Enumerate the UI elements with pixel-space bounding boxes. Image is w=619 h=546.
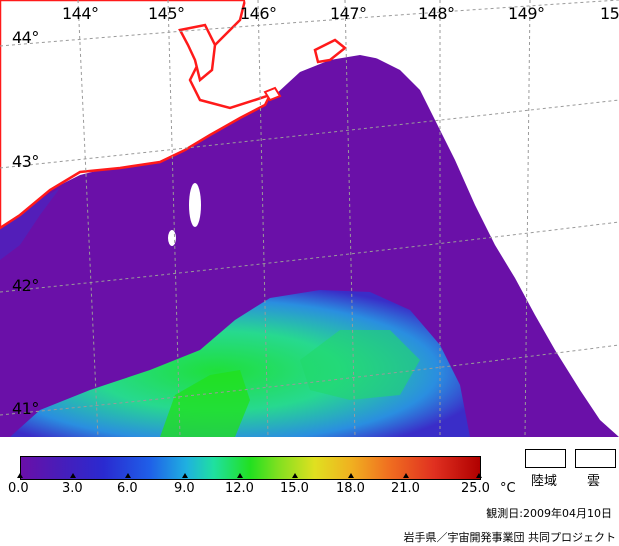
- cloud-region-east: [330, 0, 619, 437]
- tick-mark: [237, 473, 243, 478]
- land-island: [313, 38, 348, 64]
- observation-date: 観測日:2009年04月10日: [486, 507, 612, 520]
- unit-label: °C: [500, 481, 516, 496]
- tick-mark: [125, 473, 131, 478]
- tick-label-12: 12.0: [225, 481, 254, 496]
- tick-mark: [348, 473, 354, 478]
- lon-label-144: 144°: [62, 4, 99, 23]
- tick-label-3: 3.0: [62, 481, 83, 496]
- land-shiretoko: [178, 23, 217, 83]
- lon-label-148: 148°: [418, 4, 455, 23]
- tick-mark: [182, 473, 188, 478]
- tick-label-21: 21.0: [391, 481, 420, 496]
- lat-label-44: 44°: [12, 28, 39, 47]
- cloud-swatch: [575, 449, 616, 468]
- lat-label-41: 41°: [12, 399, 39, 418]
- cloud-patch: [189, 183, 201, 227]
- land-swatch: [525, 449, 566, 468]
- warm-core-east: [300, 330, 420, 400]
- tick-mark: [476, 473, 482, 478]
- map-canvas: [0, 0, 619, 437]
- tick-label-18: 18.0: [336, 481, 365, 496]
- lon-label-150: 15: [600, 4, 619, 23]
- warm-core: [160, 370, 250, 437]
- land-small-island: [263, 86, 282, 102]
- cloud-swatch-label: 雲: [587, 474, 601, 489]
- credit-text: 岩手県／宇宙開発事業団 共同プロジェクト: [403, 531, 617, 544]
- cloud-region-north: [245, 0, 330, 45]
- cloud-patch: [168, 230, 176, 246]
- land-swatch-label: 陸域: [531, 474, 558, 489]
- graticule: [0, 0, 619, 437]
- sea-region: [0, 55, 619, 437]
- tick-label-9: 9.0: [174, 481, 195, 496]
- tick-label-0: 0.0: [8, 481, 29, 496]
- warm-current: [10, 290, 470, 437]
- tick-label-15: 15.0: [280, 481, 309, 496]
- tick-label-25: 25.0: [461, 481, 490, 496]
- tick-mark: [17, 473, 23, 478]
- color-scale-bar: [20, 456, 481, 480]
- lon-label-149: 149°: [508, 4, 545, 23]
- tick-mark: [292, 473, 298, 478]
- lat-label-43: 43°: [12, 152, 39, 171]
- cloud-patch: [594, 386, 606, 414]
- lon-label-147: 147°: [330, 4, 367, 23]
- lon-label-146: 146°: [240, 4, 277, 23]
- coastal-band: [0, 188, 60, 260]
- lon-label-145: 145°: [148, 4, 185, 23]
- lat-label-42: 42°: [12, 276, 39, 295]
- temperature-legend: 0.0 3.0 6.0 9.0 12.0 15.0 18.0 21.0 25.0…: [0, 437, 619, 546]
- tick-mark: [70, 473, 76, 478]
- tick-mark: [403, 473, 409, 478]
- tick-label-6: 6.0: [117, 481, 138, 496]
- sea-surface-temperature-map: 144° 145° 146° 147° 148° 149° 15 44° 43°…: [0, 0, 619, 437]
